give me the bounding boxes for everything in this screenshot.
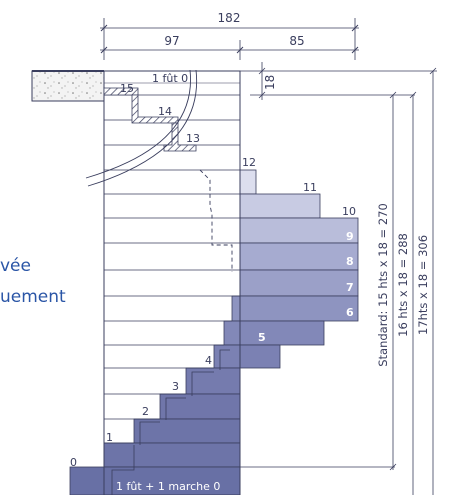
- shaded-steps: [69, 169, 359, 495]
- hatched-steps: [103, 87, 197, 152]
- step-number-12: 12: [242, 156, 256, 169]
- dim-right-label: 85: [289, 34, 304, 48]
- step-number-11: 11: [303, 181, 317, 194]
- side-text-line-1: vée: [0, 256, 31, 276]
- dim-total-label: 182: [218, 11, 241, 25]
- vertical-dimensions: [240, 62, 437, 495]
- step-block-0: [69, 466, 241, 495]
- step-number-6: 6: [346, 306, 354, 319]
- step-numbers: 0 1 2 3 4 5 6 7 8 9 10 11 12 13 14 15: [70, 82, 356, 469]
- dim-17hts-label: 17hts x 18 = 306: [416, 235, 430, 335]
- step-number-13: 13: [186, 132, 200, 145]
- step-block-5: [223, 320, 325, 346]
- step-number-5: 5: [258, 331, 266, 344]
- dim-16hts-label: 16 hts x 18 = 288: [396, 233, 410, 337]
- step-number-15: 15: [120, 82, 134, 95]
- step-number-4: 4: [205, 354, 212, 367]
- step-number-2: 2: [142, 405, 149, 418]
- step-block-1: [133, 418, 241, 444]
- step-block-7: [231, 295, 359, 322]
- hatched-step-15: [103, 87, 139, 96]
- lower-step-offsets: [111, 349, 230, 495]
- hatched-step-14: [131, 94, 179, 124]
- step-block-1b: [103, 442, 241, 468]
- step-number-8: 8: [346, 255, 354, 268]
- dim-standard-label: Standard: 15 hts x 18 = 270: [376, 203, 390, 367]
- arc-outer: [87, 69, 198, 187]
- step-number-1: 1: [106, 431, 113, 444]
- step-block-11: [239, 193, 321, 219]
- step-number-0: 0: [70, 456, 77, 469]
- dim-top-step-label: 18: [263, 75, 277, 90]
- floor-slab: [31, 70, 105, 102]
- step-block-12: [239, 169, 257, 195]
- step-block-8: [239, 269, 359, 297]
- floor-label: 1 fût 0: [152, 72, 188, 85]
- step-number-10: 10: [342, 205, 356, 218]
- swing-arcs: [85, 69, 233, 272]
- step-number-3: 3: [172, 380, 179, 393]
- step-block-4: [213, 344, 281, 369]
- dashed-path: [199, 169, 233, 272]
- step-number-14: 14: [158, 105, 172, 118]
- step-block-10: [239, 217, 359, 244]
- step-block-9: [239, 242, 359, 271]
- step-number-9: 9: [346, 230, 354, 243]
- step-number-7: 7: [346, 281, 354, 294]
- dim-left-label: 97: [164, 34, 179, 48]
- top-dimensions: 182 97 85: [100, 11, 359, 60]
- bottom-label: 1 fût + 1 marche 0: [116, 480, 220, 493]
- concrete-slab: [31, 70, 105, 102]
- side-text-line-2: uement: [0, 287, 66, 307]
- arc-inner: [85, 69, 191, 179]
